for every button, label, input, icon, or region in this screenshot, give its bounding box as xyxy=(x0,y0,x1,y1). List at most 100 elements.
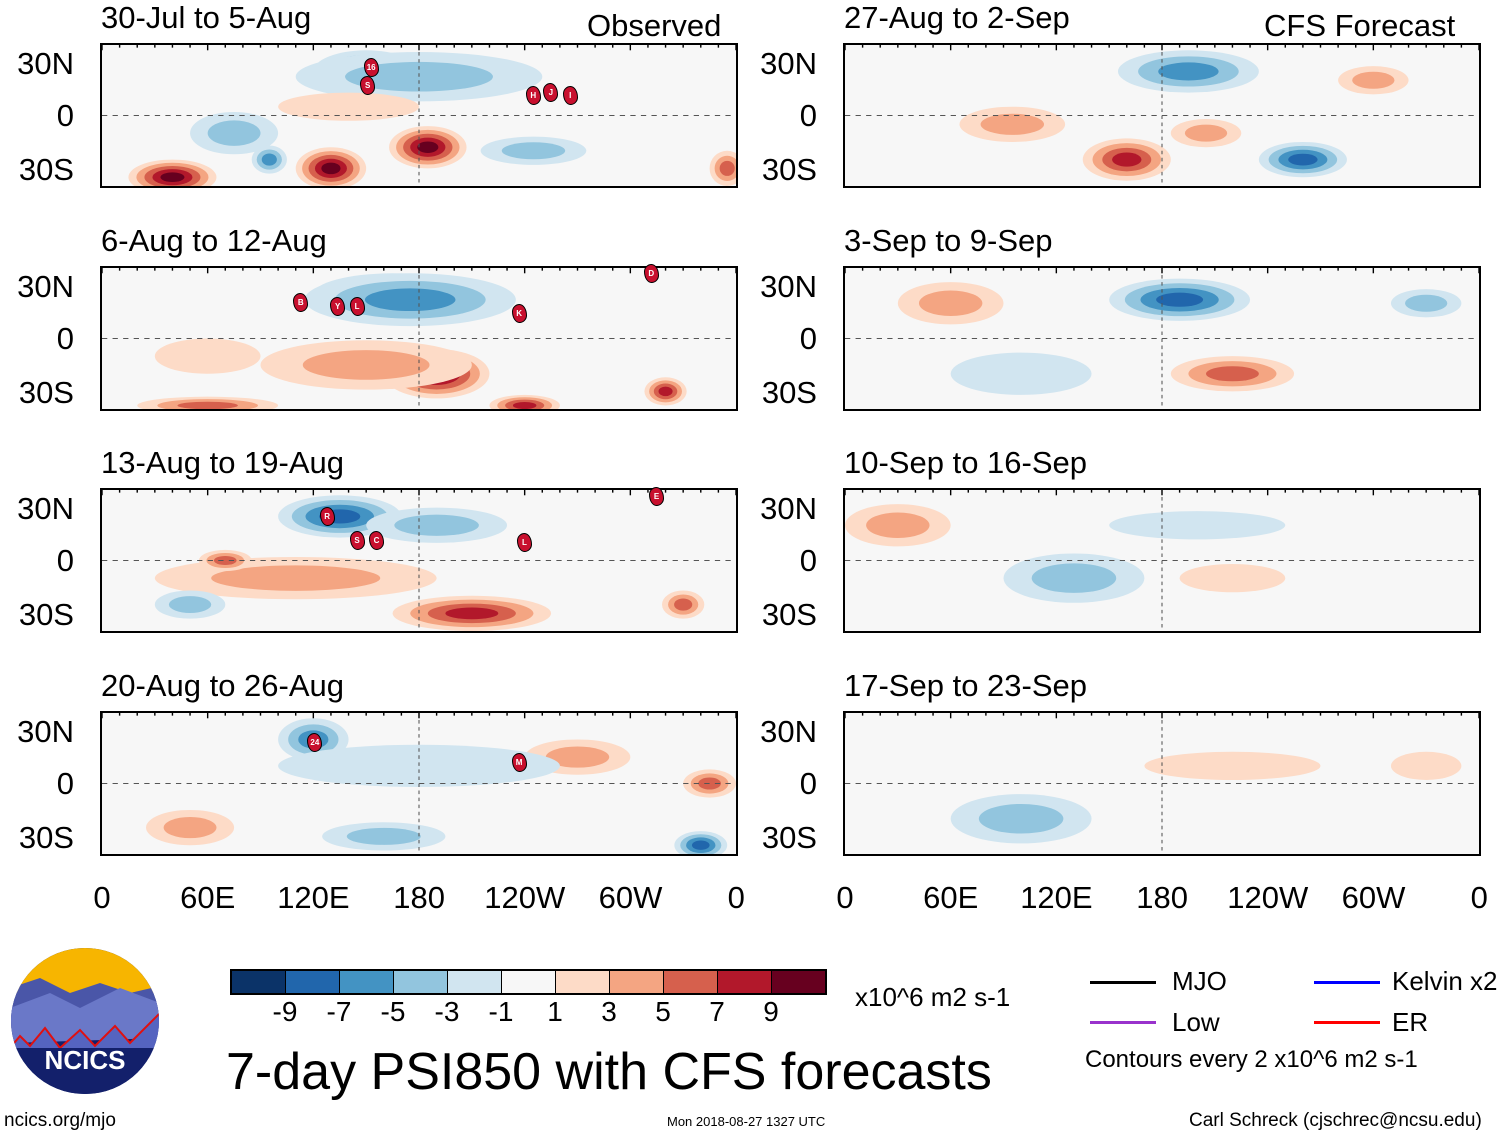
psi850-map-panel xyxy=(843,266,1481,411)
colorbar-swatch xyxy=(609,971,663,993)
colorbar-tick-label: 5 xyxy=(655,996,671,1027)
lon-label: 180 xyxy=(1136,880,1188,915)
anomaly-contour xyxy=(207,120,261,146)
colorbar xyxy=(230,969,827,995)
anomaly-contour xyxy=(980,113,1045,135)
lon-label: 120E xyxy=(277,880,350,915)
anomaly-contour xyxy=(545,746,610,768)
lat-label: 30S xyxy=(761,820,817,855)
lat-label: 30N xyxy=(760,714,817,749)
lat-label: 0 xyxy=(799,98,817,133)
anomaly-contour xyxy=(719,160,735,176)
lat-label: 0 xyxy=(56,766,74,801)
lat-label: 0 xyxy=(799,321,817,356)
tropical-cyclone-marker: I xyxy=(562,86,578,106)
lon-label: 0 xyxy=(93,880,111,915)
lon-label: 120W xyxy=(484,880,566,915)
colorbar-swatch xyxy=(717,971,771,993)
lon-label: 0 xyxy=(836,880,854,915)
panel-title: 17-Sep to 23-Sep xyxy=(844,668,1088,703)
anomaly-contour xyxy=(213,555,237,566)
lat-label: 0 xyxy=(56,543,74,578)
kelvin-legend-label: Kelvin x2 xyxy=(1392,966,1498,996)
psi850-map-panel: 16 S H J I xyxy=(100,43,738,188)
er-legend-label: ER xyxy=(1392,1007,1429,1037)
anomaly-contour xyxy=(154,338,261,374)
colorbar-swatch xyxy=(501,971,555,993)
anomaly-contour xyxy=(658,386,673,397)
tropical-cyclone-marker: M xyxy=(511,752,527,772)
colorbar-tick-label: 9 xyxy=(763,996,779,1027)
tropical-cyclone-marker: C xyxy=(368,531,384,551)
lat-label: 0 xyxy=(799,543,817,578)
anomaly-contour xyxy=(1390,751,1462,780)
anomaly-contour xyxy=(168,596,212,614)
lon-label: 60W xyxy=(598,880,663,915)
lat-label: 30S xyxy=(18,375,74,410)
anomaly-contour xyxy=(918,290,983,316)
colorbar-tick-label: -3 xyxy=(434,996,460,1027)
figure-title: 7-day PSI850 with CFS forecasts xyxy=(226,1043,992,1101)
psi850-map-panel xyxy=(843,43,1481,188)
forecast-header: CFS Forecast xyxy=(1264,8,1456,43)
lat-label: 0 xyxy=(799,766,817,801)
lat-label: 30N xyxy=(760,269,817,304)
observed-header: Observed xyxy=(587,8,722,43)
tropical-cyclone-marker: 24 xyxy=(307,733,323,753)
lon-label: 60E xyxy=(923,880,979,915)
tropical-cyclone-marker: D xyxy=(643,263,659,283)
anomaly-contour xyxy=(1109,511,1286,540)
anomaly-contour xyxy=(1156,292,1204,307)
anomaly-contour xyxy=(1405,294,1448,312)
lat-label: 30S xyxy=(761,375,817,410)
lat-label: 30N xyxy=(760,46,817,81)
colorbar-swatch xyxy=(232,971,285,993)
tropical-cyclone-marker: L xyxy=(516,533,532,553)
colorbar-swatch xyxy=(339,971,393,993)
lat-label: 30N xyxy=(17,269,74,304)
anomaly-contour xyxy=(1352,71,1395,89)
tropical-cyclone-marker: E xyxy=(648,487,664,507)
colorbar-swatch xyxy=(771,971,825,993)
colorbar-swatch xyxy=(663,971,717,993)
lon-label: 0 xyxy=(1470,880,1488,915)
anomaly-contour xyxy=(1179,564,1286,593)
kelvin-legend-line xyxy=(1314,981,1380,984)
panel-title: 10-Sep to 16-Sep xyxy=(844,445,1088,480)
anomaly-contour xyxy=(261,153,277,166)
anomaly-contour xyxy=(163,816,217,839)
colorbar-swatch xyxy=(285,971,339,993)
anomaly-contour xyxy=(1288,153,1318,166)
lat-label: 30S xyxy=(18,152,74,187)
anomaly-contour xyxy=(177,401,238,409)
colorbar-tick-label: -1 xyxy=(488,996,514,1027)
anomaly-contour xyxy=(1031,563,1117,593)
tropical-cyclone-marker: B xyxy=(293,293,309,313)
anomaly-contour xyxy=(445,607,499,620)
lon-label: 180 xyxy=(393,880,445,915)
lat-label: 30N xyxy=(17,714,74,749)
mjo-legend-label: MJO xyxy=(1172,966,1227,996)
colorbar-swatch xyxy=(393,971,447,993)
lat-label: 0 xyxy=(56,98,74,133)
footer-url[interactable]: ncics.org/mjo xyxy=(4,1110,116,1131)
anomaly-contour xyxy=(160,172,185,182)
footer-timestamp: Mon 2018-08-27 1327 UTC xyxy=(667,1114,826,1129)
anomaly-contour xyxy=(364,288,456,312)
anomaly-contour xyxy=(1206,366,1259,382)
panel-title: 6-Aug to 12-Aug xyxy=(101,223,327,258)
svg-text:NCICS: NCICS xyxy=(45,1045,126,1075)
lat-label: 30S xyxy=(18,597,74,632)
panel-title: 20-Aug to 26-Aug xyxy=(101,668,345,703)
lon-label: 60E xyxy=(180,880,236,915)
colorbar-tick-label: 1 xyxy=(547,996,563,1027)
low-legend-label: Low xyxy=(1172,1007,1220,1037)
colorbar-units: x10^6 m2 s-1 xyxy=(855,982,1011,1012)
tropical-cyclone-marker: K xyxy=(511,304,527,324)
lat-label: 30N xyxy=(17,46,74,81)
lon-label: 0 xyxy=(727,880,745,915)
tropical-cyclone-marker: 16 xyxy=(363,58,379,78)
tropical-cyclone-marker: S xyxy=(360,75,376,95)
anomaly-contour xyxy=(321,162,341,175)
